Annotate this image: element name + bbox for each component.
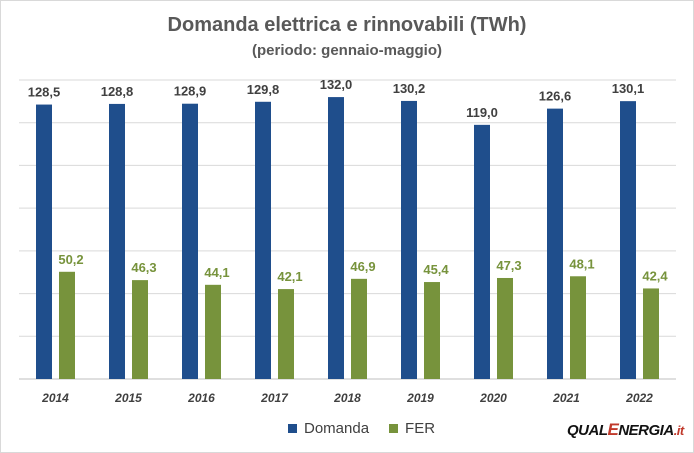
data-label-fer-2016: 44,1 <box>204 265 229 280</box>
x-tick-label-2021: 2021 <box>552 391 580 405</box>
bar-fer-2022 <box>643 288 659 379</box>
bar-domanda-2016 <box>182 103 198 380</box>
data-label-domanda-2016: 128,9 <box>174 84 207 99</box>
bar-domanda-2020 <box>474 124 490 379</box>
legend-label-fer: FER <box>405 420 436 437</box>
data-label-fer-2021: 48,1 <box>569 256 594 271</box>
bar-domanda-2018 <box>328 97 344 379</box>
bar-domanda-2015 <box>109 103 125 380</box>
legend-item-domanda: Domanda <box>288 420 369 437</box>
data-label-fer-2017: 42,1 <box>277 269 302 284</box>
data-label-domanda-2018: 132,0 <box>320 77 353 92</box>
data-label-domanda-2022: 130,1 <box>612 81 645 96</box>
x-tick-label-2017: 2017 <box>260 391 289 405</box>
data-label-fer-2018: 46,9 <box>350 259 375 274</box>
bar-fer-2019 <box>424 282 440 379</box>
x-tick-label-2020: 2020 <box>479 391 507 405</box>
bar-fer-2015 <box>132 280 148 379</box>
legend-label-domanda: Domanda <box>304 420 370 437</box>
bar-fer-2014 <box>59 271 75 379</box>
data-label-domanda-2014: 128,5 <box>28 85 61 100</box>
legend-swatch-fer <box>389 424 399 433</box>
x-tick-label-2022: 2022 <box>625 391 653 405</box>
x-tick-label-2014: 2014 <box>41 391 69 405</box>
bar-domanda-2021 <box>547 108 563 380</box>
bar-domanda-2014 <box>36 104 52 379</box>
data-label-fer-2019: 45,4 <box>423 262 449 277</box>
x-tick-label-2016: 2016 <box>187 391 215 405</box>
x-tick-label-2015: 2015 <box>114 391 142 405</box>
bar-fer-2017 <box>278 289 294 379</box>
chart-subtitle: (periodo: gennaio-maggio) <box>252 42 442 59</box>
legend-item-fer: FER <box>389 420 435 437</box>
bar-fer-2018 <box>351 278 367 379</box>
data-label-domanda-2020: 119,0 <box>466 105 498 120</box>
legend: Domanda FER <box>288 420 447 437</box>
brand-part-qual: QUAL <box>567 422 608 439</box>
brand-part-e: E <box>607 420 619 439</box>
bar-fer-2020 <box>497 277 513 379</box>
x-tick-label-2019: 2019 <box>406 391 434 405</box>
data-label-domanda-2017: 129,8 <box>247 82 280 97</box>
x-tick-label-2018: 2018 <box>333 391 361 405</box>
brand-part-it: .it <box>673 423 685 438</box>
data-label-domanda-2019: 130,2 <box>393 81 426 96</box>
bar-domanda-2022 <box>620 101 636 380</box>
brand-part-nergia: NERGIA <box>618 422 674 439</box>
data-label-fer-2020: 47,3 <box>496 258 521 273</box>
data-label-fer-2015: 46,3 <box>131 260 156 275</box>
bar-fer-2021 <box>570 276 586 379</box>
data-label-fer-2014: 50,2 <box>58 252 83 267</box>
bar-domanda-2017 <box>255 101 271 379</box>
data-label-domanda-2015: 128,8 <box>101 84 134 99</box>
data-label-fer-2022: 42,4 <box>642 268 668 283</box>
legend-swatch-domanda <box>288 424 297 433</box>
bar-domanda-2019 <box>401 100 417 380</box>
brand-logo: QUALENERGIA.it <box>567 420 684 440</box>
chart-title: Domanda elettrica e rinnovabili (TWh) <box>167 14 527 36</box>
bar-fer-2016 <box>205 284 221 379</box>
data-label-domanda-2021: 126,6 <box>539 89 572 104</box>
